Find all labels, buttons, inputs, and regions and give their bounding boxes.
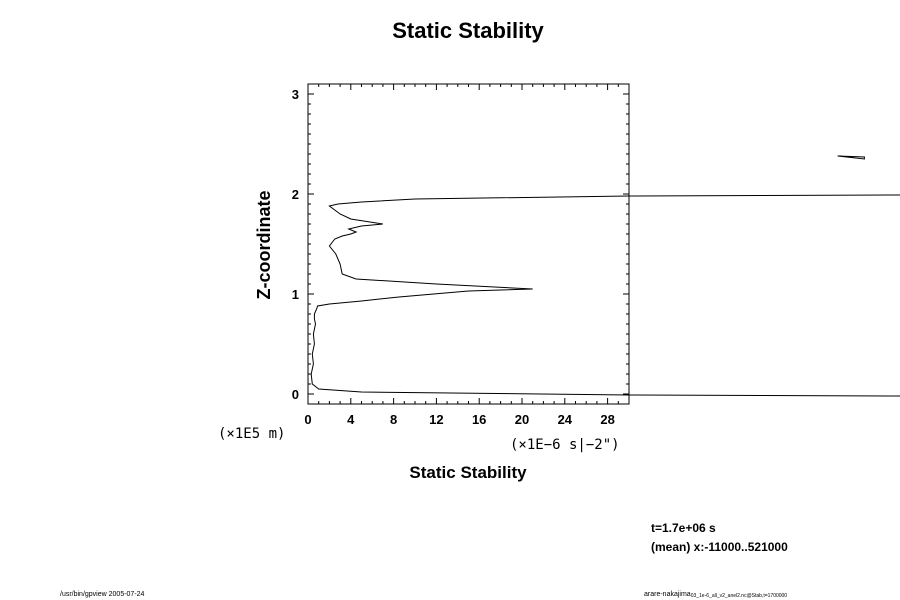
x-tick-label: 16 [472,412,486,427]
y-tick-label: 2 [292,187,299,202]
series-line-1 [310,194,900,397]
footer-right-main: arare-nakajima [644,591,691,598]
plot-border [307,83,630,405]
y-tick-label: 0 [292,387,299,402]
y-tick-label: 3 [292,87,299,102]
x-axis-label: Static Stability [409,463,527,482]
mean-info: (mean) x:-11000..521000 [651,540,788,554]
x-tick-label: 28 [600,412,614,427]
x-tick-label: 0 [304,412,311,427]
plot-frame [307,83,630,405]
x-tick-label: 4 [347,412,355,427]
data-lines [310,155,900,397]
footer-right: arare-nakajima03_1e-6_all_v2_anel2.nc@St… [644,591,787,599]
y-axis-label: Z-coordinate [254,190,274,299]
chart-title: Static Stability [392,18,544,43]
axis-ticks [307,84,630,404]
series-line-2 [837,155,865,160]
x-tick-label: 24 [558,412,573,427]
footer-right-sub: 03_1e-6_all_v2_anel2.nc@Stab,t=1700000 [691,593,788,599]
y-tick-label: 1 [292,287,299,302]
x-tick-label: 20 [515,412,529,427]
time-info: t=1.7e+06 s [651,521,716,535]
x-tick-label: 12 [429,412,443,427]
footer-left: /usr/bin/gpview 2005-07-24 [60,591,145,598]
y-axis-unit: (×1E5 m) [218,426,285,442]
x-axis-unit: (×1E−6 s|−2") [510,437,620,453]
x-tick-label: 8 [390,412,397,427]
